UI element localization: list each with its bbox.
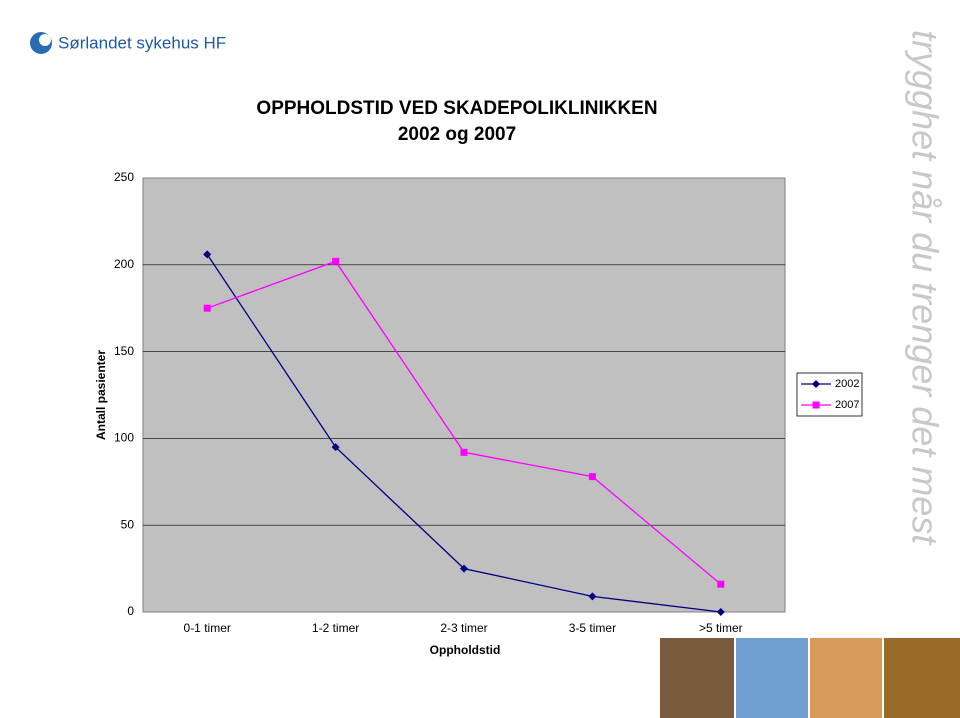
legend-label: 2002 — [835, 378, 859, 390]
photo — [736, 638, 808, 718]
marker — [588, 473, 596, 481]
marker — [203, 304, 211, 312]
legend-label: 2007 — [835, 399, 859, 411]
x-tick-label: 2-3 timer — [440, 621, 487, 635]
marker — [716, 608, 725, 616]
x-tick-label: 0-1 timer — [184, 621, 231, 635]
plot-area — [142, 177, 786, 613]
photos — [660, 638, 960, 718]
x-tick-label: 3-5 timer — [569, 621, 616, 635]
logo-mark — [39, 34, 51, 46]
legend-box — [796, 372, 863, 417]
marker — [717, 580, 725, 588]
photo — [810, 638, 882, 718]
y-tick-label: 100 — [114, 431, 134, 445]
x-axis-label: Oppholdstid — [430, 643, 501, 657]
chart-subtitle: 2002 og 2007 — [398, 124, 516, 145]
marker — [331, 443, 340, 452]
marker — [588, 592, 597, 601]
photo — [884, 638, 960, 718]
marker — [203, 250, 212, 259]
marker — [332, 257, 340, 265]
marker — [460, 564, 468, 573]
x-tick-label: >5 timer — [699, 621, 743, 635]
y-axis-label: Antall pasienter — [94, 350, 108, 440]
y-tick-label: 0 — [127, 604, 134, 618]
y-tick-label: 250 — [114, 170, 134, 184]
logo-text: Sørlandet sykehus HF — [58, 33, 226, 52]
marker — [812, 401, 820, 409]
chart-title: OPPHOLDSTID VED SKADEPOLIKLINIKKEN — [256, 98, 657, 119]
photo — [660, 638, 734, 718]
marker — [812, 380, 820, 388]
tagline: trygghet når du trenger det mest — [904, 30, 945, 546]
y-tick-label: 50 — [121, 517, 135, 531]
marker — [460, 448, 468, 456]
y-tick-label: 150 — [114, 344, 134, 358]
y-tick-label: 200 — [114, 257, 134, 271]
x-tick-label: 1-2 timer — [312, 621, 359, 635]
